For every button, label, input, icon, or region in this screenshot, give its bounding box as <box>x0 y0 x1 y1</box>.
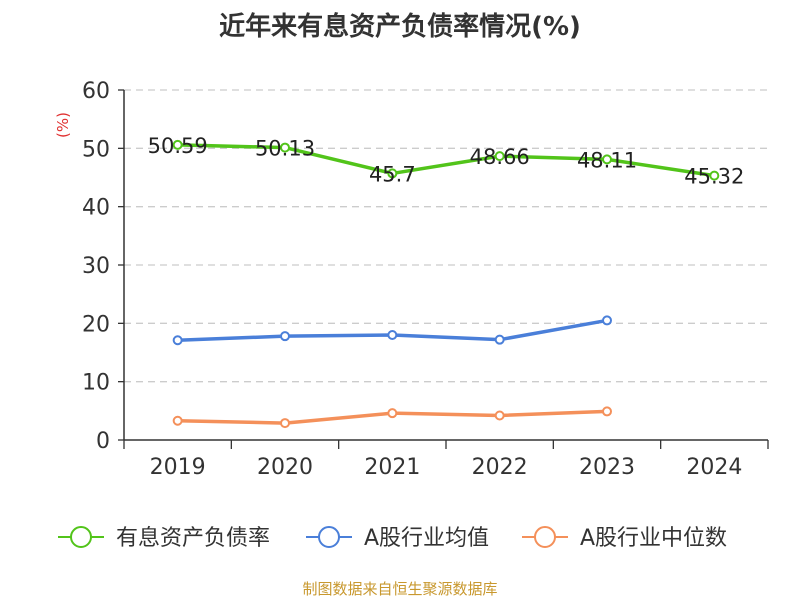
x-tick-label: 2023 <box>579 455 635 480</box>
data-point <box>172 139 183 150</box>
data-label: 50.59 <box>148 134 208 158</box>
legend-label: A股行业均值 <box>364 526 489 551</box>
y-tick-label: 10 <box>82 371 110 396</box>
data-point <box>280 142 290 153</box>
data-point <box>602 154 612 165</box>
data-point <box>387 168 398 179</box>
series-line <box>177 143 715 178</box>
data-label: 45.7 <box>369 162 416 186</box>
x-tick-label: 2019 <box>150 455 206 480</box>
data-point <box>709 170 720 181</box>
legend-marker <box>318 526 340 548</box>
data-point <box>494 410 505 421</box>
legend-label: 有息资产负债率 <box>116 526 270 551</box>
legend-marker <box>70 526 92 548</box>
y-tick-label: 0 <box>96 429 110 454</box>
y-tick-label: 30 <box>82 254 110 279</box>
data-label: 50.13 <box>255 137 315 161</box>
axis-layer: 0 10 20 30 40 50 60 (%) 2019 2020 2021 2022 2023 2024 <box>54 79 769 480</box>
y-tick-label: 20 <box>82 312 110 337</box>
data-label: 48.11 <box>577 148 637 172</box>
data-label-layer: 50.59 50.13 45.7 48.66 48.11 45.32 <box>148 134 745 189</box>
data-point <box>280 418 290 429</box>
data-label: 45.32 <box>684 165 744 189</box>
series-layer <box>172 139 720 429</box>
data-point <box>172 335 183 346</box>
data-label: 48.66 <box>470 145 530 169</box>
x-tick-label: 2022 <box>472 455 528 480</box>
chart-title: 近年来有息资产负债率情况(%) <box>219 12 581 42</box>
data-point <box>494 151 505 162</box>
data-point <box>387 330 398 340</box>
y-tick-label: 40 <box>82 196 110 221</box>
legend-label: A股行业中位数 <box>580 526 727 551</box>
x-tick-label: 2020 <box>257 455 313 480</box>
y-tick-label: 60 <box>82 79 110 104</box>
data-point <box>280 331 290 342</box>
data-point <box>172 415 183 426</box>
y-tick-label: 50 <box>82 137 110 162</box>
data-point <box>602 315 612 326</box>
legend-marker <box>534 526 556 548</box>
data-point <box>387 408 398 419</box>
legend: 有息资产负债率 A股行业均值 A股行业中位数 <box>58 526 727 551</box>
y-axis-label: (%) <box>54 112 72 138</box>
data-point <box>494 334 505 345</box>
x-tick-label: 2021 <box>364 455 420 480</box>
source-note: 制图数据来自恒生聚源数据库 <box>302 580 498 598</box>
data-point <box>602 406 612 417</box>
x-tick-label: 2024 <box>686 455 742 480</box>
